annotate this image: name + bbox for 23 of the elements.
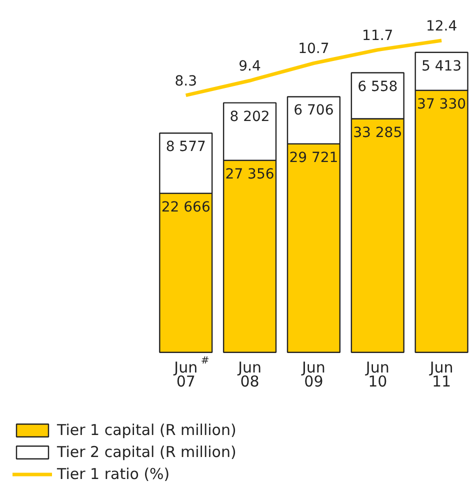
legend-label: Tier 1 capital (R million) <box>57 421 236 439</box>
x-tick-label: Jun 10 <box>364 358 390 390</box>
data-label: 6 706 <box>294 102 334 119</box>
data-label: 29 721 <box>289 150 338 166</box>
data-label: 12.4 <box>426 18 458 35</box>
data-label: 8.3 <box>174 73 197 90</box>
data-label: 8 202 <box>230 108 270 125</box>
x-tick-label: Jun 09 <box>300 358 326 390</box>
legend-label: Tier 1 ratio (%) <box>57 465 170 483</box>
legend-label: Tier 2 capital (R million) <box>57 443 236 461</box>
data-label: 22 666 <box>161 199 210 216</box>
data-label: 27 356 <box>225 166 274 182</box>
data-label: 9.4 <box>238 58 262 75</box>
x-tick-label: Jun 08 <box>237 358 262 390</box>
data-label: 10.7 <box>298 41 330 58</box>
x-tick-label: Jun# 07 <box>173 355 210 390</box>
data-label: 33 285 <box>353 124 402 141</box>
data-label: 8 577 <box>166 139 206 156</box>
data-label: 11.7 <box>362 28 394 44</box>
data-label: 5 413 <box>422 58 462 74</box>
data-label: 37 330 <box>417 96 466 112</box>
x-tick-label: Jun 11 <box>428 358 454 390</box>
data-label: 6 558 <box>358 78 398 95</box>
